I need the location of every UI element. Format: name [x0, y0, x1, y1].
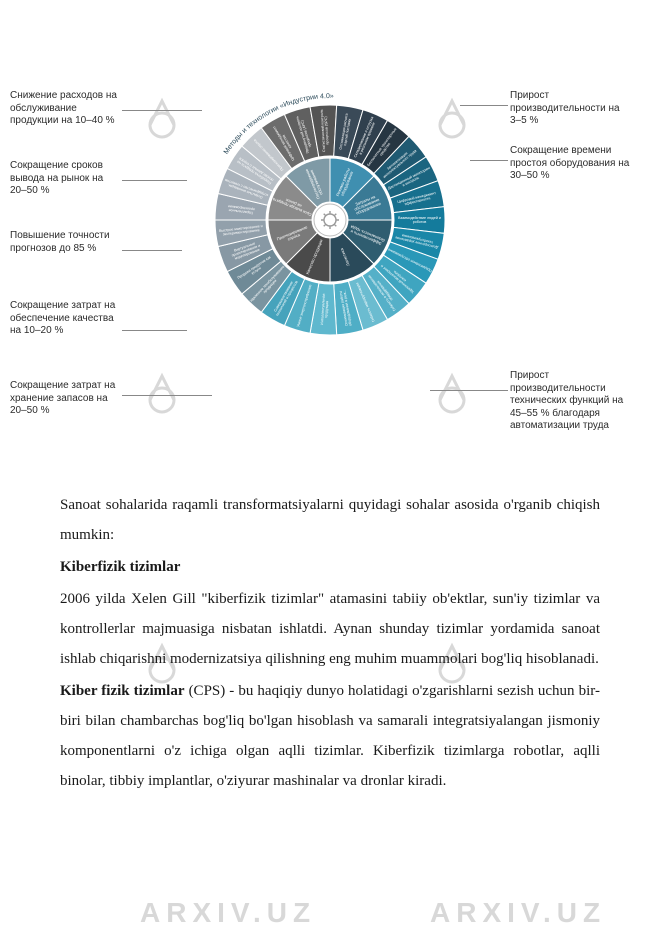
callout-left-1: Сокращение сроков вывода на рынок на 20–…	[10, 160, 120, 198]
callout-left-2: Повышение точности прогнозов до 85 %	[10, 230, 120, 255]
radial-wheel: Методы и технологии «Индустрии 4.0» Рыча…	[200, 90, 460, 350]
industry-4-wheel-chart: Снижение расходов на обслуживание продук…	[70, 50, 590, 450]
paragraph-3-lead: Kiber fizik tizimlar	[60, 683, 185, 699]
body-text: Sanoat sohalarida raqamli transformatsiy…	[60, 490, 600, 798]
callout-line	[470, 160, 508, 161]
callout-line	[122, 330, 187, 331]
callout-right-0: Прирост производительности на 3–5 %	[510, 90, 630, 128]
callout-right-1: Сокращение времени простоя оборудования …	[510, 145, 630, 183]
callout-line	[122, 180, 187, 181]
heading-1: Kiberfizik tizimlar	[60, 552, 600, 582]
wheel-center	[314, 204, 346, 236]
watermark-text: ARXIV.UZ	[430, 897, 606, 929]
callout-left-4: Сокращение затрат на хранение запасов на…	[10, 380, 120, 418]
callout-line	[122, 395, 212, 396]
callout-line	[430, 390, 508, 391]
paragraph-2: 2006 yilda Xelen Gill "kiberfizik tiziml…	[60, 584, 600, 674]
watermark-text: ARXIV.UZ	[140, 897, 316, 929]
watermark: ARXIV.UZ	[430, 895, 606, 929]
watermark: ARXIV.UZ	[140, 895, 316, 929]
callout-line	[122, 250, 182, 251]
callout-right-2: Прирост производительности технических ф…	[510, 370, 630, 433]
callout-left-0: Снижение расходов на обслуживание продук…	[10, 90, 120, 128]
paragraph-1: Sanoat sohalarida raqamli transformatsiy…	[60, 490, 600, 550]
callout-line	[460, 105, 508, 106]
paragraph-3: Kiber fizik tizimlar (CPS) - bu haqiqiy …	[60, 676, 600, 796]
callout-left-3: Сокращение затрат на обеспечение качеств…	[10, 300, 120, 338]
callout-line	[122, 110, 202, 111]
